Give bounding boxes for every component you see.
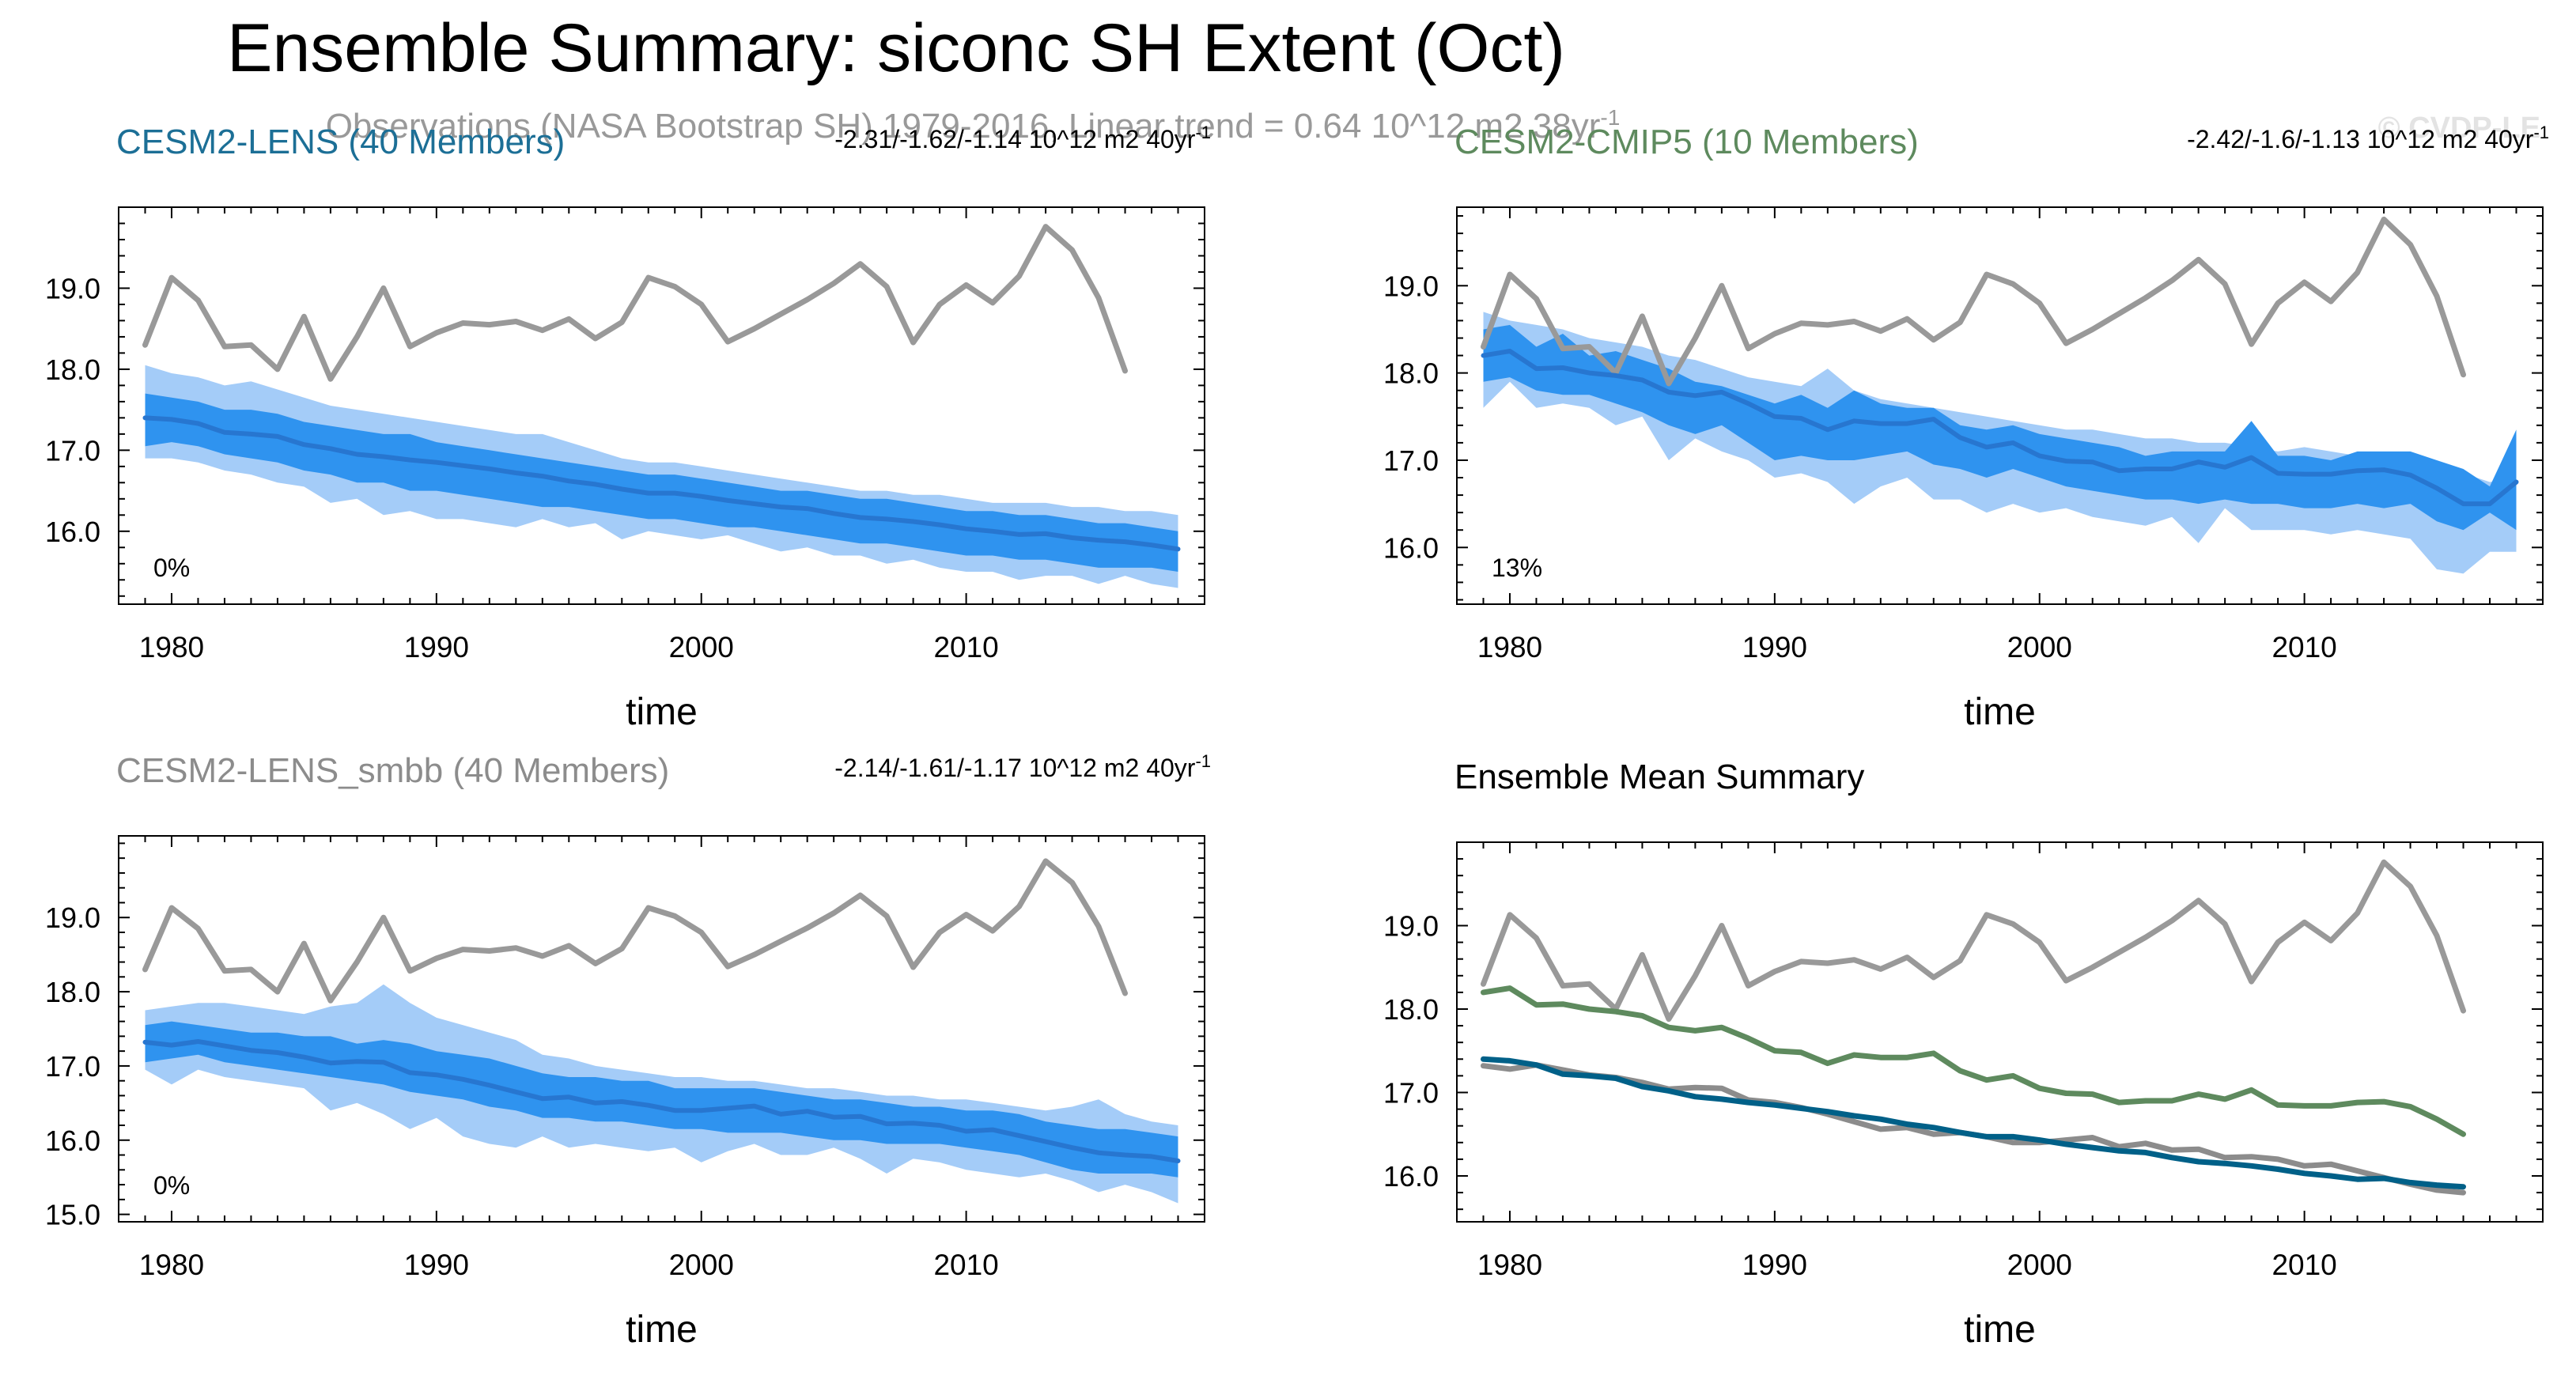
panel-smbb: 1980 1990 2000 2010 15.0 16.0 17.0 18.0 19.0 time… [45, 751, 1211, 1351]
panel-cmip5-y-tick-label: 19.0 [1383, 270, 1439, 302]
panel-summary-lens-mean-line [1481, 1056, 2466, 1190]
panel-smbb-trend-text: -2.14/-1.61/-1.17 10^12 m2 40yr [834, 754, 1196, 782]
panel-summary-x-tick-label: 2000 [2007, 1249, 2072, 1281]
panel-smbb-y-tick-label: 15.0 [45, 1199, 100, 1231]
panel-smbb-x-axis-label: time [626, 1309, 698, 1351]
panel-lens-plot-area [142, 224, 1181, 588]
panel-summary: 1980 1990 2000 2010 16.0 17.0 18.0 19.0 time Ense… [1383, 758, 2544, 1351]
figure-title: Ensemble Summary: siconc SH Extent (Oct) [227, 10, 1565, 86]
panel-cmip5-y-tick-label: 18.0 [1383, 357, 1439, 390]
panel-summary-observations-line [1481, 859, 2466, 1023]
panel-lens-trend-sup: -1 [1195, 123, 1211, 142]
panel-smbb-trend: -2.14/-1.61/-1.17 10^12 m2 40yr-1 [834, 751, 1211, 782]
panel-summary-y-tick-label: 17.0 [1383, 1076, 1439, 1109]
panel-smbb-ensemble-mean-line [142, 1039, 1181, 1163]
panel-smbb-plot-area [142, 858, 1181, 1204]
panel-lens-y-tick-label: 17.0 [45, 434, 100, 467]
panel-lens-trend-text: -2.31/-1.62/-1.14 10^12 m2 40yr [834, 125, 1196, 153]
panel-lens-x-axis-label: time [626, 691, 698, 733]
panel-cmip5-trend: -2.42/-1.6/-1.13 10^12 m2 40yr-1 [2187, 123, 2549, 153]
panel-lens-x-tick-label: 2010 [933, 631, 998, 663]
panel-lens-inner-band [145, 393, 1178, 572]
panel-lens-y-tick-label: 16.0 [45, 516, 100, 548]
panel-smbb-inner-band [145, 1021, 1178, 1178]
panel-cmip5-observations-line [1481, 216, 2466, 387]
panel-summary-y-tick-label: 19.0 [1383, 909, 1439, 942]
panel-lens-y-tick-label: 18.0 [45, 353, 100, 386]
panel-cmip5-percent: 13% [1492, 554, 1542, 582]
panel-lens-title: CESM2-LENS (40 Members) [116, 123, 565, 161]
panel-smbb-x-tick-label: 2010 [933, 1249, 998, 1281]
figure-subtitle: Observations (NASA Bootstrap SH) 1979-20… [326, 105, 1621, 146]
panel-smbb-frame [118, 835, 1205, 1223]
panel-lens-x-tick-label: 2000 [669, 631, 734, 663]
panel-smbb-trend-sup: -1 [1195, 751, 1211, 771]
panel-cmip5-plot-area [1481, 216, 2519, 574]
panel-cmip5-trend-text: -2.42/-1.6/-1.13 10^12 m2 40yr [2187, 125, 2534, 153]
panel-lens-ensemble-mean-line [142, 415, 1181, 552]
panel-smbb-x-tick-label: 1980 [139, 1249, 204, 1281]
panel-smbb-y-tick-label: 18.0 [45, 976, 100, 1008]
panel-cmip5-y-tick-label: 16.0 [1383, 531, 1439, 564]
panel-summary-x-axis-label: time [1964, 1309, 2036, 1351]
watermark: © CVDP-LE [2378, 112, 2540, 145]
panel-summary-y-tick-label: 16.0 [1383, 1160, 1439, 1193]
panel-cmip5-x-tick-label: 1980 [1477, 631, 1542, 663]
panel-cmip5-title: CESM2-CMIP5 (10 Members) [1454, 123, 1919, 161]
panel-smbb-observations-line [142, 858, 1128, 1004]
panel-smbb-y-tick-label: 17.0 [45, 1050, 100, 1083]
panel-summary-title: Ensemble Mean Summary [1454, 758, 1864, 796]
panel-smbb-y-tick-label: 16.0 [45, 1125, 100, 1157]
panel-smbb-title: CESM2-LENS_smbb (40 Members) [116, 751, 669, 790]
panel-lens-x-tick-label: 1990 [404, 631, 469, 663]
panel-cmip5-trend-sup: -1 [2533, 123, 2549, 142]
panel-cmip5: 1980 1990 2000 2010 16.0 17.0 18.0 19.0 time CESM… [1383, 123, 2549, 733]
panel-lens-observations-line [142, 224, 1128, 382]
panel-summary-x-tick-label: 2010 [2271, 1249, 2336, 1281]
panel-cmip5-x-tick-label: 1990 [1742, 631, 1807, 663]
panel-cmip5-x-tick-label: 2000 [2007, 631, 2072, 663]
panel-summary-plot-area [1481, 859, 2466, 1196]
panel-cmip5-ensemble-mean-line [1481, 349, 2519, 507]
panel-cmip5-inner-band [1483, 324, 2517, 531]
panel-lens-trend: -2.31/-1.62/-1.14 10^12 m2 40yr-1 [834, 123, 1211, 153]
panel-lens: 1980 1990 2000 2010 16.0 17.0 18.0 19.0 time CESM… [45, 123, 1211, 733]
panel-summary-frame [1456, 841, 2544, 1223]
panel-lens-frame [118, 206, 1205, 605]
panel-smbb-x-tick-label: 1990 [404, 1249, 469, 1281]
panel-smbb-y-tick-label: 19.0 [45, 902, 100, 934]
panel-lens-x-tick-label: 1980 [139, 631, 204, 663]
panel-smbb-x-tick-label: 2000 [669, 1249, 734, 1281]
panel-cmip5-frame [1456, 206, 2544, 605]
panel-summary-x-tick-label: 1980 [1477, 1249, 1542, 1281]
panel-cmip5-x-axis-label: time [1964, 691, 2036, 733]
figure-subtitle-sup: -1 [1600, 105, 1620, 130]
panel-summary-cmip5-mean-line [1481, 985, 2466, 1137]
panel-lens-percent: 0% [153, 554, 190, 582]
panel-cmip5-x-tick-label: 2010 [2271, 631, 2336, 663]
panel-summary-y-tick-label: 18.0 [1383, 993, 1439, 1026]
panel-summary-x-tick-label: 1990 [1742, 1249, 1807, 1281]
panel-lens-y-tick-label: 19.0 [45, 272, 100, 304]
panel-smbb-percent: 0% [153, 1171, 190, 1200]
panel-cmip5-y-tick-label: 17.0 [1383, 444, 1439, 477]
figure-subtitle-text: Observations (NASA Bootstrap SH) 1979-20… [326, 107, 1601, 146]
